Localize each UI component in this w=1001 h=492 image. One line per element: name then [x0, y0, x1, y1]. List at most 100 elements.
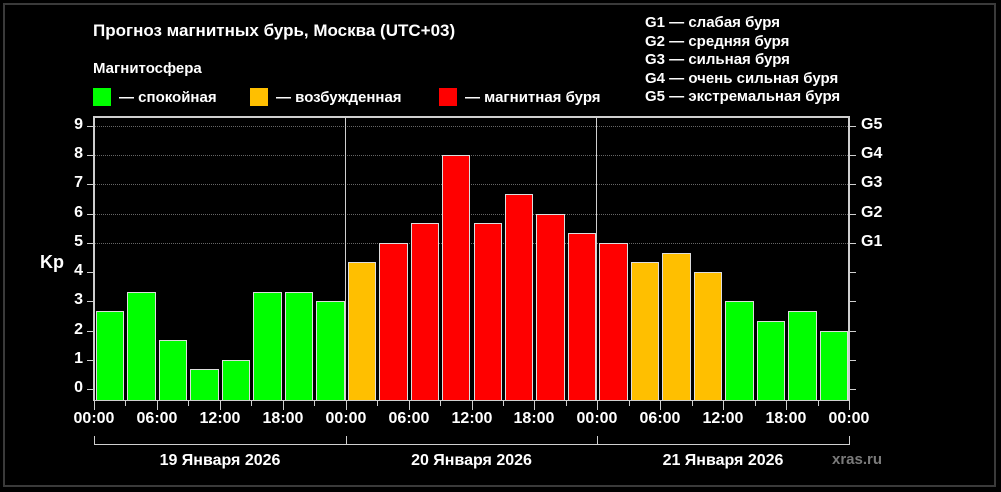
g-level-label: G5	[861, 116, 883, 133]
right-tick	[850, 389, 856, 390]
legend-storm: — магнитная буря	[439, 88, 601, 106]
right-tick	[850, 272, 856, 273]
kp-bar	[693, 272, 723, 400]
kp-bar	[788, 310, 817, 400]
y-tick	[87, 184, 93, 185]
plot-border	[93, 116, 850, 401]
x-tick-label: 06:00	[136, 410, 178, 427]
x-tick	[188, 401, 189, 406]
right-tick	[850, 301, 856, 302]
x-tick-label: 00:00	[325, 410, 367, 427]
kp-bar	[725, 301, 754, 400]
kp-bar	[379, 242, 408, 400]
y-axis-label: Kp	[40, 252, 64, 272]
g2-legend-item: G2 — средняя буря	[645, 32, 790, 50]
right-tick	[850, 214, 856, 215]
x-tick	[472, 401, 473, 410]
day-label: 21 Января 2026	[662, 452, 784, 469]
legend-unsettled-label: — возбужденная	[276, 88, 402, 106]
legend-quiet-label: — спокойная	[119, 88, 217, 106]
y-tick-label: 6	[74, 204, 83, 221]
gridline	[95, 126, 848, 127]
x-tick-label: 06:00	[388, 410, 430, 427]
g-level-label: G2	[861, 204, 883, 221]
day-separator	[345, 116, 346, 401]
kp-bar	[756, 320, 786, 400]
x-tick-label: 18:00	[262, 410, 304, 427]
kp-bar	[190, 369, 219, 400]
legend-unsettled: — возбужденная	[250, 88, 402, 106]
g-level-label: G1	[861, 233, 883, 250]
x-tick	[503, 401, 504, 406]
kp-bar	[347, 262, 377, 400]
y-tick	[87, 126, 93, 127]
y-tick-label: 4	[74, 262, 83, 279]
day-label: 20 Января 2026	[411, 452, 532, 469]
right-tick	[850, 184, 856, 185]
kp-bar	[158, 340, 188, 400]
kp-bar	[96, 310, 125, 400]
y-tick	[87, 272, 93, 273]
x-tick-label: 12:00	[702, 410, 744, 427]
y-tick-label: 8	[74, 145, 83, 162]
y-tick	[87, 360, 93, 361]
g-level-label: G3	[861, 174, 883, 191]
legend-quiet: — спокойная	[93, 88, 217, 106]
gridline	[95, 184, 848, 185]
y-tick	[87, 243, 93, 244]
gridline	[95, 243, 848, 244]
kp-bar	[127, 291, 156, 400]
kp-bar	[221, 359, 251, 400]
x-tick-label: 12:00	[199, 410, 241, 427]
day-bracket	[597, 436, 850, 445]
x-tick	[220, 401, 221, 410]
chart-title: Прогноз магнитных бурь, Москва (UTC+03)	[93, 21, 456, 40]
y-tick	[87, 301, 93, 302]
kp-bar	[284, 291, 314, 400]
right-tick	[850, 243, 856, 244]
watermark: xras.ru	[832, 451, 883, 468]
storm-swatch-icon	[439, 88, 457, 106]
y-tick	[87, 214, 93, 215]
kp-bar	[599, 242, 628, 400]
chart-frame	[3, 3, 996, 487]
day-bracket	[94, 436, 347, 445]
g4-legend-item: G4 — очень сильная буря	[645, 69, 839, 87]
x-tick	[534, 401, 535, 410]
x-tick	[597, 401, 598, 410]
kp-bar	[536, 213, 565, 400]
x-tick-label: 18:00	[513, 410, 555, 427]
kp-bar	[253, 291, 282, 400]
x-tick	[251, 401, 252, 406]
kp-bar	[662, 252, 691, 400]
legend-title: Магнитосфера	[93, 60, 202, 77]
x-tick	[692, 401, 693, 406]
x-tick	[346, 401, 347, 410]
quiet-swatch-icon	[93, 88, 111, 106]
x-tick	[723, 401, 724, 410]
day-label: 19 Января 2026	[159, 452, 281, 469]
unsettled-swatch-icon	[250, 88, 268, 106]
right-tick	[850, 360, 856, 361]
kp-bar	[567, 233, 597, 400]
x-tick	[440, 401, 441, 406]
kp-bar	[630, 262, 660, 400]
x-tick	[786, 401, 787, 410]
x-tick	[755, 401, 756, 406]
x-tick	[409, 401, 410, 410]
x-tick-label: 06:00	[639, 410, 681, 427]
x-tick	[377, 401, 378, 406]
y-tick-label: 2	[74, 321, 83, 338]
x-tick-label: 00:00	[828, 410, 870, 427]
g-level-label: G4	[861, 145, 883, 162]
y-tick-label: 7	[74, 174, 83, 191]
y-tick-label: 3	[74, 291, 83, 308]
gridline	[95, 155, 848, 156]
gridline	[95, 214, 848, 215]
y-tick	[87, 331, 93, 332]
x-tick-label: 12:00	[451, 410, 493, 427]
g1-legend-item: G1 — слабая буря	[645, 14, 781, 31]
y-tick-label: 9	[74, 116, 83, 133]
x-tick	[629, 401, 630, 406]
legend-storm-label: — магнитная буря	[465, 88, 601, 106]
